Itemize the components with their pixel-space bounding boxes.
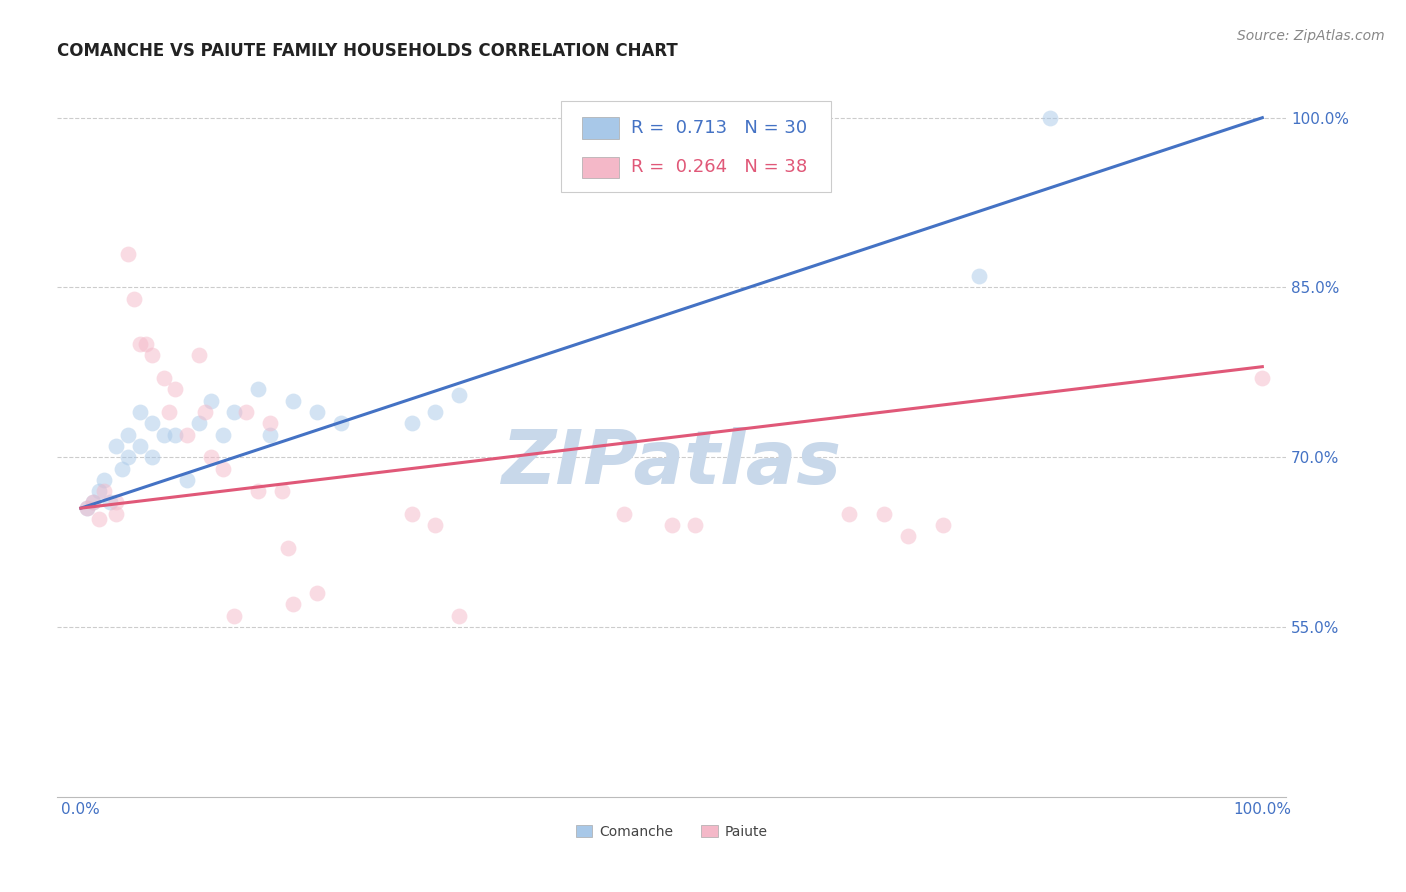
Point xyxy=(93,484,115,499)
Point xyxy=(176,427,198,442)
Point xyxy=(117,246,139,260)
Point xyxy=(76,501,98,516)
Legend: Comanche, Paiute: Comanche, Paiute xyxy=(569,819,773,844)
Text: COMANCHE VS PAIUTE FAMILY HOUSEHOLDS CORRELATION CHART: COMANCHE VS PAIUTE FAMILY HOUSEHOLDS COR… xyxy=(58,42,678,60)
Point xyxy=(401,507,423,521)
Point xyxy=(105,495,128,509)
Point xyxy=(283,393,305,408)
Point xyxy=(117,450,139,465)
Text: ZIPatlas: ZIPatlas xyxy=(502,427,842,500)
Point xyxy=(159,405,181,419)
Point xyxy=(683,518,706,533)
Point xyxy=(135,337,157,351)
Point xyxy=(152,371,174,385)
Point xyxy=(307,405,329,419)
Point xyxy=(447,388,470,402)
Text: R =  0.713   N = 30: R = 0.713 N = 30 xyxy=(631,119,807,137)
Point xyxy=(87,484,110,499)
Point xyxy=(401,417,423,431)
Point xyxy=(82,495,104,509)
Point xyxy=(211,427,233,442)
Point xyxy=(211,461,233,475)
Point xyxy=(224,405,246,419)
Text: Source: ZipAtlas.com: Source: ZipAtlas.com xyxy=(1237,29,1385,43)
Point xyxy=(165,382,187,396)
Point xyxy=(93,473,115,487)
Point xyxy=(661,518,683,533)
Point xyxy=(128,439,150,453)
Point xyxy=(270,484,292,499)
Point xyxy=(873,507,896,521)
Point xyxy=(128,337,150,351)
FancyBboxPatch shape xyxy=(561,102,831,192)
Point xyxy=(447,608,470,623)
Point xyxy=(932,518,955,533)
Point xyxy=(128,405,150,419)
Point xyxy=(105,507,128,521)
Point xyxy=(247,484,270,499)
Point xyxy=(613,507,636,521)
Point xyxy=(98,495,121,509)
Point xyxy=(259,427,281,442)
Point xyxy=(176,473,198,487)
Point xyxy=(283,598,305,612)
Point xyxy=(838,507,860,521)
Point xyxy=(897,529,920,543)
Text: R =  0.264   N = 38: R = 0.264 N = 38 xyxy=(631,159,807,177)
FancyBboxPatch shape xyxy=(582,157,619,178)
Point xyxy=(194,405,217,419)
Point xyxy=(277,541,299,555)
Point xyxy=(200,393,222,408)
Point xyxy=(76,501,98,516)
Point xyxy=(141,450,163,465)
Point xyxy=(82,495,104,509)
FancyBboxPatch shape xyxy=(582,117,619,139)
Point xyxy=(117,427,139,442)
Point xyxy=(247,382,270,396)
Point xyxy=(967,269,990,284)
Point xyxy=(152,427,174,442)
Point xyxy=(122,292,145,306)
Point xyxy=(111,461,134,475)
Point xyxy=(141,417,163,431)
Point xyxy=(329,417,352,431)
Point xyxy=(188,417,211,431)
Point xyxy=(105,439,128,453)
Point xyxy=(1251,371,1274,385)
Point xyxy=(1039,111,1062,125)
Point xyxy=(425,518,447,533)
Point xyxy=(425,405,447,419)
Point xyxy=(165,427,187,442)
Point xyxy=(141,348,163,362)
Point xyxy=(188,348,211,362)
Point xyxy=(235,405,257,419)
Point xyxy=(200,450,222,465)
Point xyxy=(87,512,110,526)
Point xyxy=(259,417,281,431)
Point xyxy=(224,608,246,623)
Point xyxy=(307,586,329,600)
